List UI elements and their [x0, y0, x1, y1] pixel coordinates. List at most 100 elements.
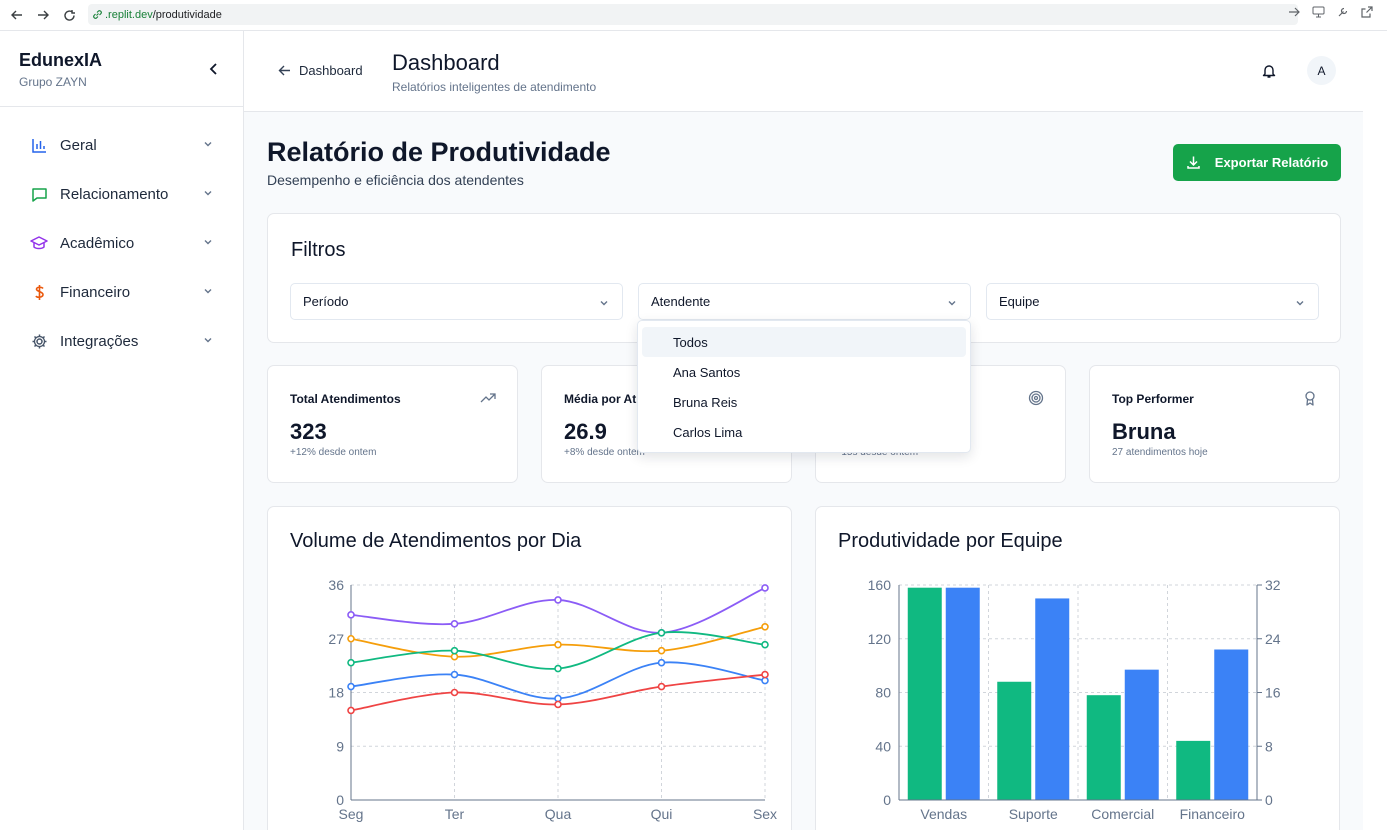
collapse-sidebar-button[interactable]	[206, 61, 222, 77]
link-icon	[93, 10, 102, 19]
y-right-tick-label: 24	[1265, 631, 1281, 647]
stat-value: 26.9	[564, 419, 607, 444]
data-point-orange	[657, 646, 666, 655]
data-point-green	[657, 628, 666, 637]
chart-title: Produtividade por Equipe	[838, 530, 1063, 552]
graduation-cap-icon	[30, 235, 48, 253]
export-button-label: Exportar Relatório	[1214, 155, 1329, 170]
bar-blue	[1124, 669, 1159, 800]
chevron-down-icon	[600, 301, 608, 306]
data-point-orange	[761, 623, 769, 631]
back-arrow-icon[interactable]	[8, 6, 26, 24]
url-domain: .replit.dev	[105, 8, 153, 21]
period-select[interactable]: Período	[290, 283, 623, 320]
y-tick-label: 9	[336, 738, 344, 754]
stat-card-total: Total Atendimentos 323 +12% desde ontem	[267, 365, 518, 483]
sidebar-item-relacionamento[interactable]: Relacionamento	[0, 170, 243, 219]
bar-blue	[945, 587, 980, 800]
sidebar-item-financeiro[interactable]: Financeiro	[0, 268, 243, 317]
x-tick-label: Financeiro	[1180, 806, 1246, 822]
arrow-left-icon	[278, 65, 290, 76]
y-tick-label: 27	[328, 631, 344, 647]
monitor-icon[interactable]	[1312, 6, 1325, 18]
trending-up-icon	[480, 393, 496, 403]
data-point-green	[450, 646, 459, 655]
sidebar-item-academico[interactable]: Acadêmico	[0, 219, 243, 268]
data-point-red	[554, 700, 562, 709]
y-tick-label: 18	[328, 685, 344, 701]
forward-arrow-icon[interactable]	[34, 6, 52, 24]
y-right-tick-label: 0	[1265, 792, 1273, 808]
team-select-value: Equipe	[999, 294, 1040, 309]
line-chart-card: Volume de Atendimentos por Dia 0 9 18 27 36 S…	[267, 506, 792, 830]
sidebar: EdunexIA Grupo ZAYN Geral Relacionamento…	[0, 31, 244, 830]
sidebar-item-label: Financeiro	[60, 284, 131, 301]
data-point-green	[554, 664, 562, 673]
chevron-down-icon	[204, 142, 212, 147]
y-right-tick-label: 32	[1265, 577, 1281, 593]
award-icon	[1305, 391, 1315, 406]
page-subtitle: Desempenho e eficiência dos atendentes	[267, 172, 524, 188]
attendant-select-value: Atendente	[651, 294, 711, 309]
data-point-purple	[450, 620, 459, 628]
bar-green	[1086, 695, 1121, 800]
team-select[interactable]: Equipe	[986, 283, 1319, 320]
data-point-blue	[657, 658, 666, 667]
notifications-button[interactable]	[1261, 63, 1277, 84]
stat-value: Bruna	[1112, 419, 1176, 444]
dropdown-option-ana-santos[interactable]: Ana Santos	[673, 364, 741, 380]
dropdown-option-todos[interactable]: Todos	[642, 327, 966, 357]
data-point-green	[347, 658, 355, 667]
chevron-down-icon	[204, 338, 212, 343]
bar-blue	[1035, 598, 1070, 800]
x-tick-label: Comercial	[1091, 806, 1154, 822]
x-tick-label: Qui	[651, 806, 673, 822]
sidebar-item-integracoes[interactable]: Integrações	[0, 317, 243, 366]
chevron-down-icon	[204, 289, 212, 294]
chevron-down-icon	[948, 301, 956, 306]
data-point-purple	[761, 584, 769, 592]
stat-label: Total Atendimentos	[290, 392, 401, 406]
y-left-tick-label: 80	[875, 685, 891, 701]
sidebar-item-label: Acadêmico	[60, 235, 135, 252]
back-to-dashboard-link[interactable]: Dashboard	[278, 63, 363, 78]
export-report-button[interactable]: Exportar Relatório	[1173, 144, 1341, 181]
data-point-orange	[347, 634, 355, 643]
message-icon	[30, 186, 48, 204]
y-left-tick-label: 160	[868, 577, 892, 593]
data-point-blue	[761, 676, 769, 685]
y-left-tick-label: 120	[868, 631, 892, 647]
bar-green	[997, 681, 1032, 800]
x-tick-label: Ter	[445, 806, 465, 822]
sidebar-item-label: Geral	[60, 137, 97, 154]
gear-icon	[30, 333, 48, 351]
stat-change: +8% desde ontem	[564, 447, 645, 458]
attendant-dropdown-menu: Todos Ana Santos Bruna Reis Carlos Lima	[637, 320, 971, 453]
reload-icon[interactable]	[60, 6, 78, 24]
dropdown-option-carlos-lima[interactable]: Carlos Lima	[673, 424, 743, 440]
chevron-down-icon	[204, 191, 212, 196]
period-select-value: Período	[303, 294, 349, 309]
chevron-left-icon	[209, 63, 217, 75]
bar-chart: 0 40 80 120 160 0 8 16 24 32 Vendas Suporte Comercia…	[868, 577, 1281, 822]
stat-value: 323	[290, 419, 327, 444]
sidebar-item-geral[interactable]: Geral	[0, 121, 243, 170]
data-point-green	[761, 640, 769, 649]
attendant-select[interactable]: Atendente	[638, 283, 971, 320]
bar-chart-card: Produtividade por Equipe 0 40 80 120 160 0 8 16…	[815, 506, 1340, 830]
avatar[interactable]: A	[1307, 56, 1336, 85]
address-bar[interactable]: .replit.dev/produtividade	[88, 4, 1298, 25]
brand-name: EdunexIA	[19, 50, 103, 70]
dropdown-option-bruna-reis[interactable]: Bruna Reis	[673, 394, 738, 410]
wrench-icon[interactable]	[1337, 6, 1349, 18]
external-link-icon[interactable]	[1361, 6, 1373, 18]
filters-title: Filtros	[291, 239, 346, 261]
target-icon	[1028, 390, 1044, 406]
filters-card: Filtros Período Atendente Equipe	[267, 213, 1341, 343]
go-arrow-icon[interactable]	[1288, 6, 1300, 18]
brand-block: EdunexIA Grupo ZAYN	[0, 31, 243, 107]
stat-card-top-performer: Top Performer Bruna 27 atendimentos hoje	[1089, 365, 1340, 483]
data-point-purple	[347, 611, 355, 619]
bell-icon	[1262, 65, 1276, 78]
data-point-blue	[450, 670, 459, 679]
